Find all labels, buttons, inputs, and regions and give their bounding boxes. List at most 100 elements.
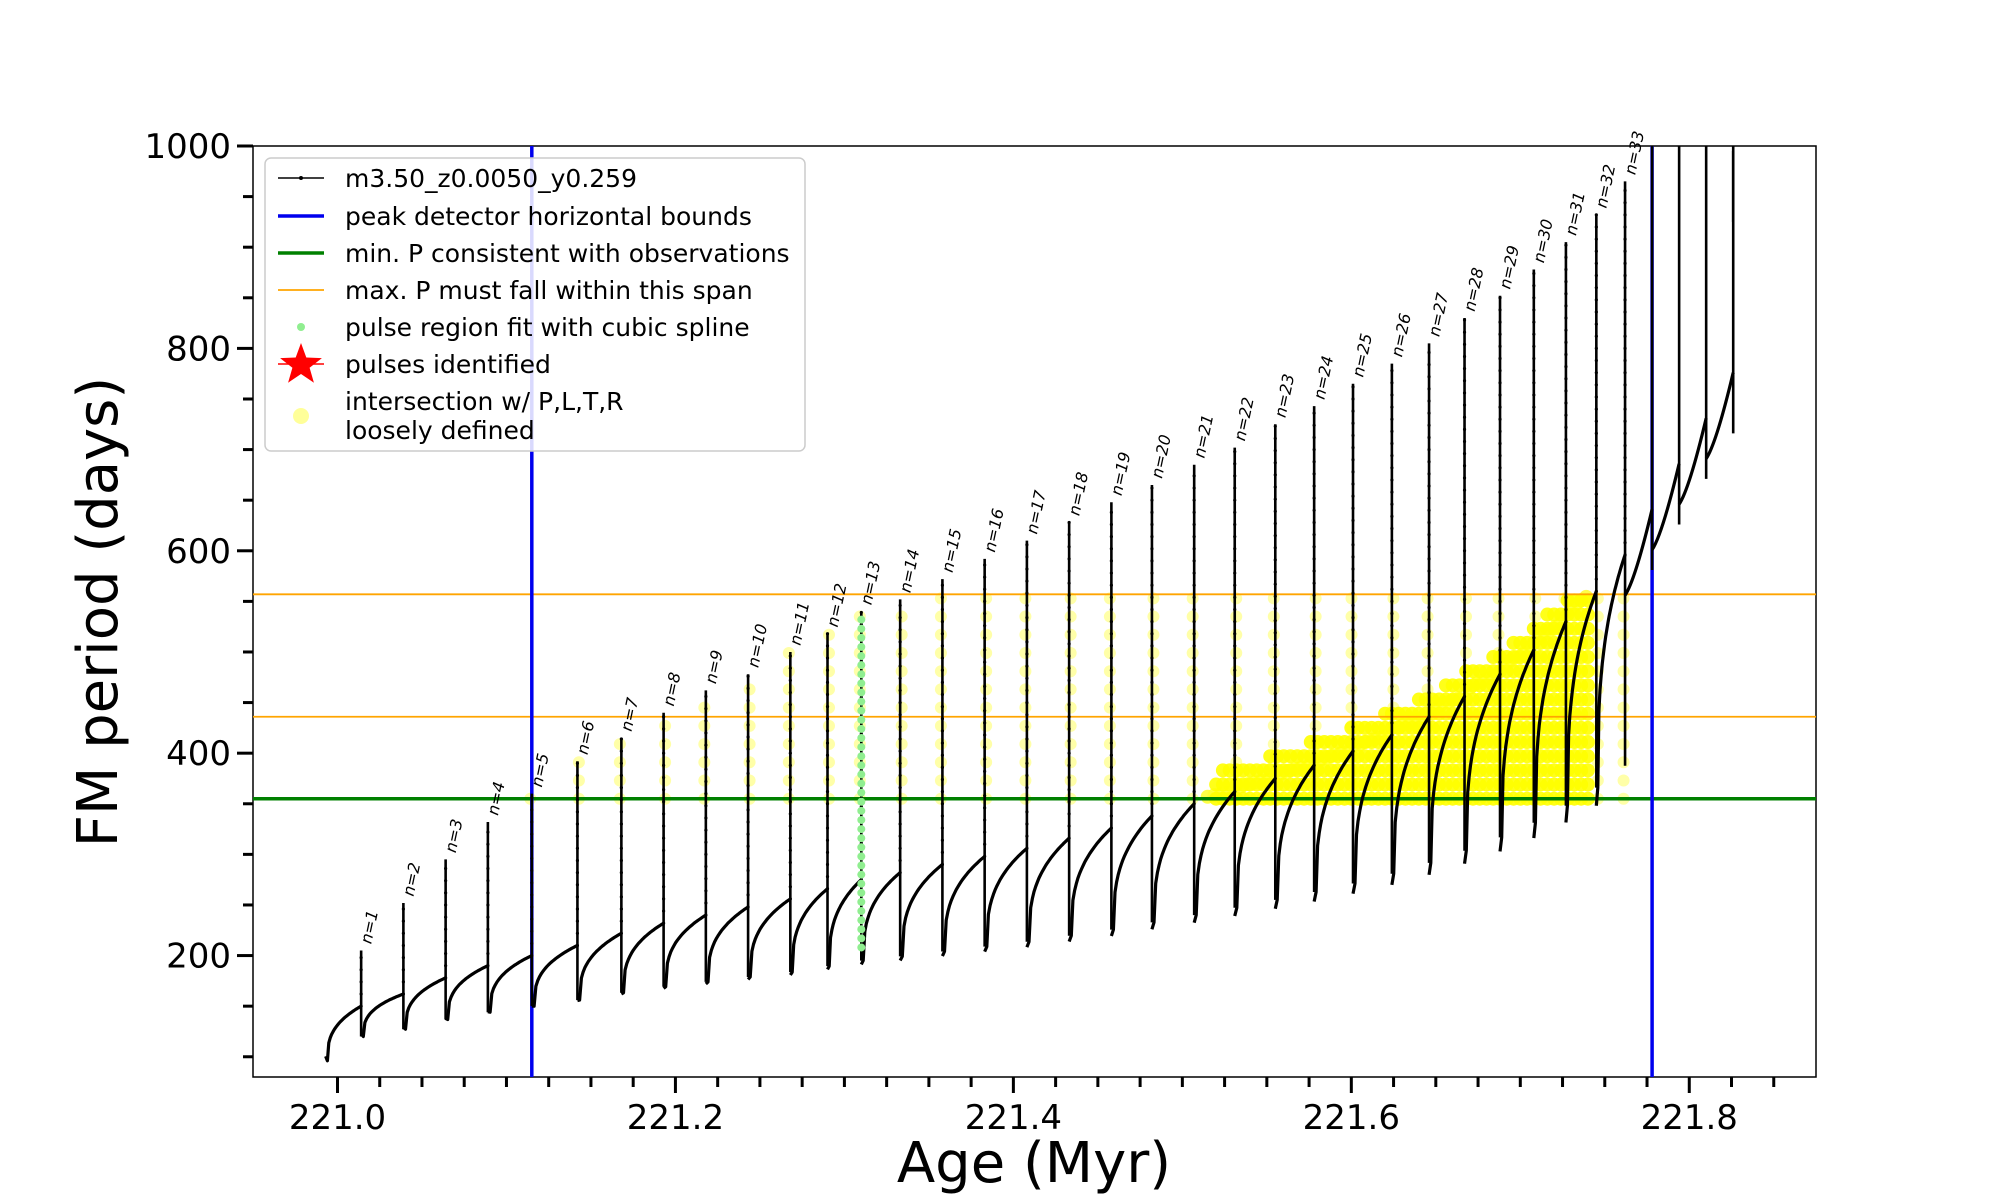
track-point [1462,658,1467,662]
legend-label-intersection-line2: loosely defined [345,416,535,445]
intersection-marker [895,719,908,732]
track-point [1623,407,1627,411]
track-point [1623,201,1627,205]
spline-fit-point [857,642,866,651]
legend: m3.50_z0.0050_y0.259 peak detector horiz… [264,157,806,452]
track-point [401,919,405,923]
intersection-marker [1345,683,1358,696]
track-point [1532,563,1536,567]
track-point [619,737,623,741]
pulse-label: n=7 [617,695,643,733]
track-point [1150,498,1154,502]
track-point [825,741,830,745]
track-interpulse-segment [1273,764,1316,910]
intersection-marker [1186,756,1199,769]
track-point [1192,790,1196,794]
intersection-marker [698,738,711,751]
track-point [1109,814,1113,818]
track-point [1109,802,1113,806]
track-point [1312,666,1316,670]
track-point [1623,516,1627,521]
track-point [1312,630,1316,634]
track-point [1564,292,1568,296]
track-point [1564,352,1568,357]
track-point [746,759,750,763]
track-point [1462,476,1467,480]
track-point [1351,458,1355,462]
intersection-marker [1617,738,1630,751]
track-interpulse-segment [704,905,749,986]
track-point [1623,443,1627,448]
track-point [1390,648,1394,652]
horizontal-reference-lines [253,593,1816,801]
track-point [1025,652,1029,656]
pulse-label: n=33 [1620,129,1648,176]
track-point [1351,725,1355,729]
track-point [1564,340,1568,344]
intersection-marker [1460,628,1473,641]
track-point [1498,369,1502,373]
intersection-marker [1019,628,1032,641]
intersection-marker [1147,756,1160,769]
track-point [825,862,830,867]
track-point [1312,569,1316,573]
intersection-marker [980,719,993,732]
track-point [1390,429,1394,433]
track-point [1462,367,1467,371]
track-point [1623,249,1627,253]
track-point [983,660,987,664]
pulse-label: n=3 [441,817,467,854]
track-point [1623,383,1627,387]
track-point [1312,703,1316,707]
track-point [1067,727,1071,731]
intersection-marker [1580,706,1595,721]
track-point [940,668,945,672]
track-point [788,873,792,877]
track-point [1025,822,1029,826]
pulse-label: n=11 [786,600,814,647]
legend-label-spline: pulse region fit with cubic spline [345,313,750,342]
track-point [1390,539,1394,543]
track-point [1312,472,1316,476]
pulse-label: n=12 [823,582,851,629]
track-point [983,842,987,846]
intersection-marker [1387,665,1400,678]
track-point [1233,717,1237,721]
track-point [444,891,448,895]
track-point [1109,790,1113,794]
track-interpulse-segment [789,887,829,976]
track-point [1273,570,1277,574]
track-point [1532,514,1536,518]
track-point [1498,599,1502,603]
track-point [1594,589,1598,593]
intersection-marker [613,756,626,769]
track-point [1623,431,1627,435]
track-point [1427,520,1431,525]
track-point [1594,419,1598,423]
track-point [1312,435,1316,440]
intersection-marker [1309,628,1322,641]
track-point [1150,741,1154,745]
spline-fit-point [857,806,866,815]
track-point [1312,690,1316,695]
track-point [1351,652,1355,656]
track-point [1564,607,1568,612]
track-point [825,826,830,830]
spline-fit-point [857,925,866,934]
track-point [983,648,987,652]
track-point [1532,271,1536,276]
track-point [1233,486,1237,490]
track-interpulse-segment [1564,590,1598,823]
track-point [983,684,987,688]
track-point [940,620,945,624]
track-point [1498,624,1502,628]
intersection-marker [1147,738,1160,751]
intersection-marker [743,719,756,732]
series-m3.50-track [324,146,1735,1063]
track-point [662,763,666,767]
spline-fit-point [857,843,866,852]
intersection-marker [782,774,795,787]
track-interpulse-segment [1150,802,1196,930]
pulse-label: n=20 [1147,433,1175,480]
track-point [1192,668,1196,672]
